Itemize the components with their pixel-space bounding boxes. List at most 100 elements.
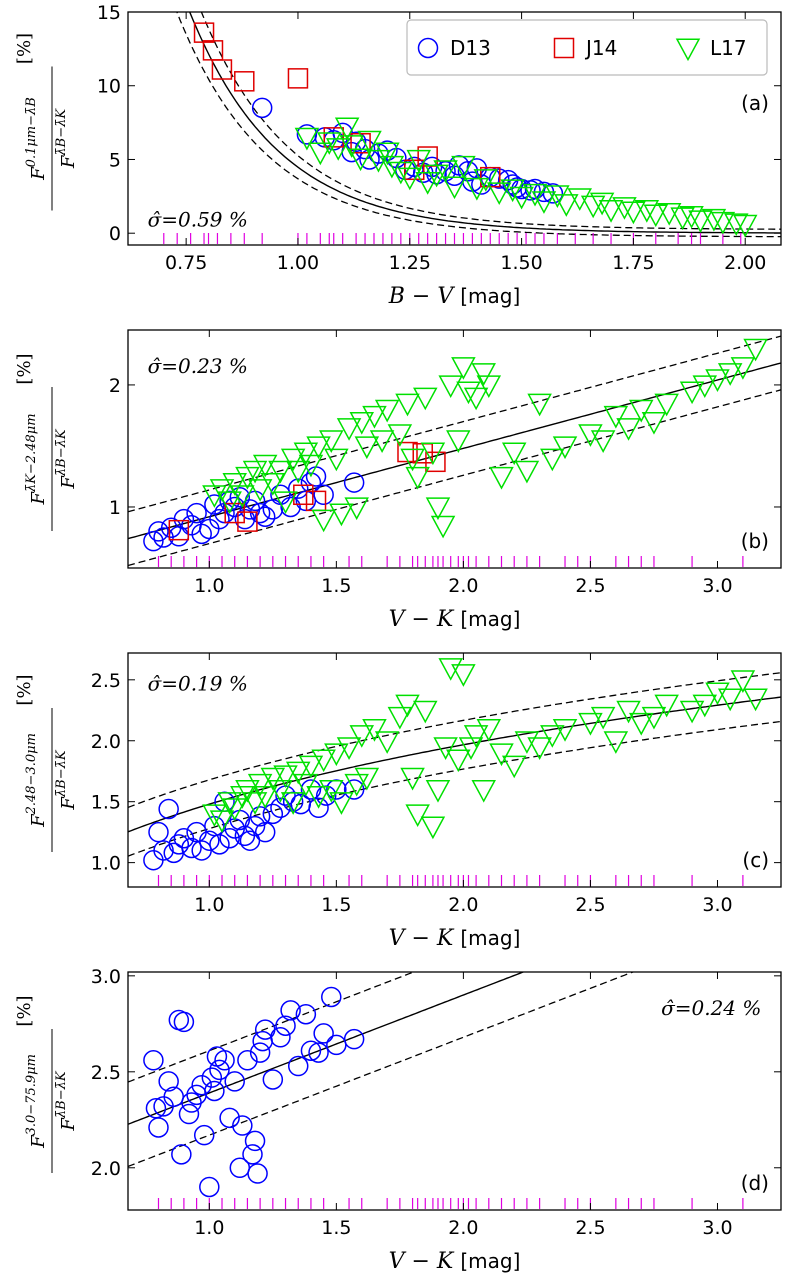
panel-1-L17-point-30 bbox=[400, 448, 425, 472]
panel-3-D13-point-39 bbox=[313, 1023, 334, 1044]
panel-2-D13-point-5 bbox=[168, 834, 190, 855]
panel-3-D13-point-20 bbox=[219, 1107, 240, 1129]
panel-2-L17-point-42 bbox=[489, 743, 514, 767]
panel-2-L17-point-45 bbox=[527, 737, 552, 760]
panel-1-L17-point-10 bbox=[268, 460, 293, 484]
panel-0-ylabel: F0.1μm−λ̄B Fλ̄B−λ̄K [%] bbox=[14, 33, 79, 211]
panel-0-L17-point-38 bbox=[679, 205, 704, 229]
panel-0-tag: (a) bbox=[741, 91, 769, 115]
panel-2-L17-point-34 bbox=[433, 737, 458, 760]
panel-2-D13-point-31 bbox=[343, 779, 365, 800]
panel-1-L17-point-2 bbox=[217, 491, 242, 514]
panel-2-ylabel-denominator: Fλ̄B−λ̄K bbox=[54, 749, 79, 810]
panel-3-D13-point-42 bbox=[343, 1028, 365, 1050]
legend-J14-point-swatch bbox=[553, 37, 575, 59]
panel-2-D13-point-20 bbox=[249, 806, 271, 827]
panel-2-L17-point-47 bbox=[552, 719, 578, 742]
panel-2-L17-point-53 bbox=[641, 706, 667, 730]
panel-1-L17-point-51 bbox=[603, 405, 629, 429]
panel-3-D13-point-31 bbox=[262, 1069, 284, 1090]
panel-0-L17-point-2 bbox=[317, 132, 342, 155]
panel-1-series-D13 bbox=[143, 466, 365, 552]
panel-0-J14-point-4 bbox=[287, 68, 309, 89]
panel-1-L17-point-40 bbox=[463, 387, 489, 411]
legend-label-J14: J14 bbox=[584, 36, 617, 60]
panel-2-L17-point-32 bbox=[420, 816, 446, 840]
panel-0: 0.75 1.00 1.25 1.50 1.75 2.00 0 5 10 15 B − V [mag… bbox=[14, 2, 782, 309]
panel-3-D13-point-15 bbox=[201, 1067, 223, 1088]
panel-2-ytick-label-1: 1.5 bbox=[91, 792, 121, 814]
panel-2-ylabel-unit: [%] bbox=[14, 674, 35, 705]
panel-1-D13-point-0 bbox=[143, 530, 164, 552]
panel-1-L17-point-39 bbox=[456, 381, 481, 405]
panel-0-J14-point-3 bbox=[234, 71, 255, 92]
panel-1-series-J14 bbox=[168, 441, 446, 541]
panel-2-L17-point-39 bbox=[463, 725, 489, 748]
panel-2-L17-point-37 bbox=[451, 664, 476, 687]
panel-3-D13-point-28 bbox=[249, 1042, 271, 1063]
panel-3-ytick-label-2: 3.0 bbox=[91, 966, 121, 988]
panel-2-plot-area bbox=[128, 658, 781, 886]
panel-2-L17-point-17 bbox=[311, 749, 336, 773]
panel-3-D13-point-37 bbox=[300, 1040, 322, 1061]
panel-0-series-L17 bbox=[294, 117, 758, 238]
panel-1-xtick-label-3: 2.5 bbox=[575, 575, 605, 597]
panel-2-L17-point-40 bbox=[471, 779, 496, 803]
panel-1-ylabel-numerator: Fλ̄K−2.48μm bbox=[24, 413, 49, 505]
panel-3-xtick-label-0: 1.0 bbox=[194, 1217, 224, 1239]
panel-0-L17-point-9 bbox=[375, 142, 400, 166]
panel-3-series-D13 bbox=[143, 986, 365, 1198]
panel-1-L17-point-8 bbox=[252, 454, 278, 478]
panel-0-L17-point-34 bbox=[634, 200, 660, 223]
panel-1-D13-point-23 bbox=[280, 496, 301, 518]
panel-3-D13-point-23 bbox=[232, 1115, 253, 1136]
panel-1-D13-point-7 bbox=[186, 502, 207, 524]
panel-0-D13-point-33 bbox=[542, 183, 564, 204]
panel-1-L17-point-14 bbox=[293, 442, 319, 466]
panel-2-D13-point-7 bbox=[181, 837, 202, 859]
panel-2-D13-point-19 bbox=[244, 815, 266, 837]
panel-1-xlabel: V − K [mag] bbox=[389, 607, 521, 632]
panel-0-L17-point-16 bbox=[433, 160, 458, 183]
panel-2-L17-point-41 bbox=[476, 719, 502, 742]
panel-3-D13-point-13 bbox=[193, 1124, 215, 1146]
panel-1-L17-point-43 bbox=[489, 466, 514, 490]
panel-0-L17-point-25 bbox=[531, 191, 557, 214]
panel-1-L17-point-1 bbox=[209, 479, 235, 502]
panel-0-J14-point-5 bbox=[323, 127, 344, 148]
panel-0-L17-point-1 bbox=[308, 142, 333, 166]
panel-2-L17-point-21 bbox=[336, 737, 362, 760]
panel-0-L17-point-33 bbox=[621, 201, 646, 225]
panel-0-sigma: σ̂=0.59 % bbox=[148, 207, 248, 231]
panel-0-L17-point-30 bbox=[589, 192, 615, 216]
panel-1-D13-point-1 bbox=[148, 521, 169, 542]
panel-2-L17-point-2 bbox=[217, 792, 242, 815]
panel-2-L17-point-19 bbox=[324, 743, 349, 767]
panel-0-L17-point-17 bbox=[442, 176, 467, 200]
panel-1-J14-point-5 bbox=[397, 441, 418, 463]
panel-2-L17-point-36 bbox=[446, 749, 471, 773]
panel-2-L17-point-1 bbox=[209, 810, 235, 834]
panel-1-L17-point-4 bbox=[230, 485, 255, 508]
panel-3-D13-point-26 bbox=[244, 1130, 266, 1152]
panel-2-L17-point-24 bbox=[354, 767, 380, 791]
panel-1-D13-point-27 bbox=[305, 466, 327, 487]
panel-0-L17-point-27 bbox=[554, 194, 579, 217]
panel-3-xtick-label-1: 1.5 bbox=[321, 1217, 351, 1239]
panel-2-L17-point-33 bbox=[425, 779, 451, 803]
panel-2-D13-point-14 bbox=[219, 828, 240, 849]
panel-0-ytick-label-0: 0 bbox=[109, 223, 121, 245]
panel-2: 1.0 1.5 2.0 2.5 3.0 1.0 1.5 2.0 2.5 V − K [mag] F2… bbox=[14, 652, 782, 951]
panel-2-L17-point-11 bbox=[273, 765, 298, 789]
panel-1-L17-point-13 bbox=[285, 460, 311, 484]
panel-2-L17-point-12 bbox=[280, 792, 306, 815]
panel-1-frame bbox=[127, 329, 782, 569]
panel-0-ylabel-unit: [%] bbox=[14, 33, 35, 64]
panel-0-L17-point-40 bbox=[701, 208, 727, 232]
panel-1-L17-point-28 bbox=[387, 424, 413, 447]
panel-0-ylabel-numerator: F0.1μm−λ̄B bbox=[24, 97, 49, 181]
panel-3-ylabel: F3.0−75.9μm Fλ̄B−λ̄K [%] bbox=[14, 995, 79, 1173]
panel-2-ytick-label-3: 2.5 bbox=[91, 670, 121, 692]
panel-1-D13-point-24 bbox=[287, 478, 309, 499]
